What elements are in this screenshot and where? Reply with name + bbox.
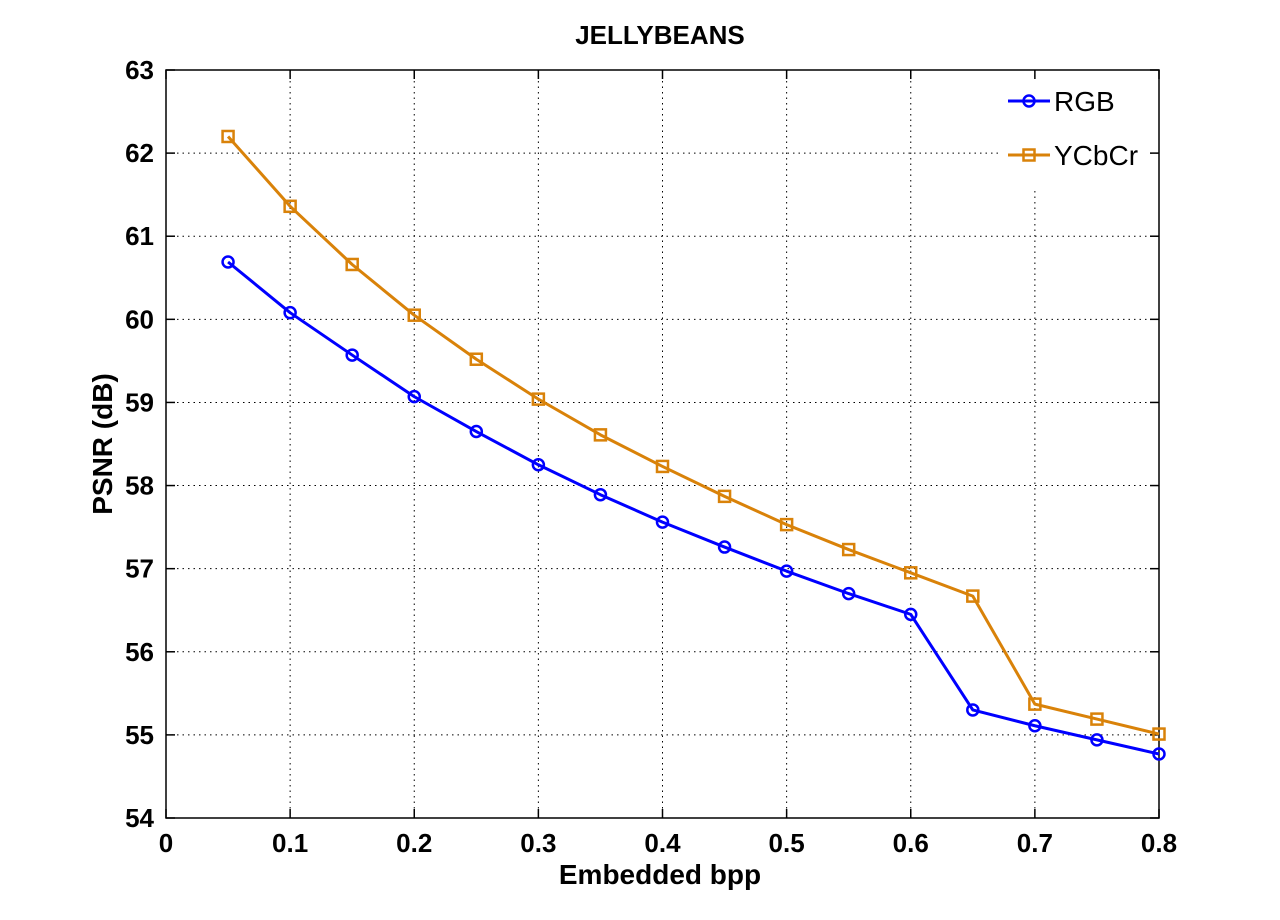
legend-marker-rgb	[1022, 94, 1036, 108]
y-tick-label: 62	[125, 138, 154, 168]
x-tick-label: 0.3	[520, 828, 556, 858]
data-point-ycbcr	[469, 352, 484, 366]
data-point-ycbcr	[841, 542, 856, 557]
y-tick-label: 59	[125, 387, 154, 417]
data-point-ycbcr	[1152, 727, 1166, 741]
series-layer	[221, 129, 1166, 761]
x-tick-label: 0.5	[769, 828, 805, 858]
y-tick-label: 54	[125, 803, 154, 833]
x-axis-title: Embedded bpp	[559, 859, 761, 890]
x-tick-label: 0.2	[396, 828, 432, 858]
data-point-rgb	[469, 424, 484, 439]
y-tick-label: 56	[125, 637, 154, 667]
data-point-rgb	[345, 348, 359, 362]
y-tick-label: 63	[125, 55, 154, 85]
data-point-rgb	[283, 305, 297, 320]
y-tick-label: 55	[125, 720, 154, 750]
data-point-rgb	[655, 515, 670, 529]
data-point-ycbcr	[904, 566, 918, 580]
data-point-ycbcr	[345, 257, 359, 272]
legend-label-rgb: RGB	[1054, 86, 1115, 117]
x-tick-label: 0.6	[893, 828, 929, 858]
axis-ticks: 0 0.1 0.2 0.3 0.4 0.5 0.6 0.7 0.8 54 55 56 57 58 59 60 6…	[125, 55, 1177, 858]
data-point-rgb	[1152, 747, 1166, 761]
data-point-rgb	[841, 586, 856, 601]
series-line-rgb	[227, 260, 1160, 756]
series-rgb	[221, 255, 1166, 761]
data-point-rgb	[779, 564, 794, 578]
grid-lines	[166, 70, 1159, 818]
data-point-rgb	[531, 458, 546, 472]
data-point-ycbcr	[655, 459, 670, 474]
legend-label-ycbcr: YCbCr	[1054, 140, 1138, 171]
legend-entry-rgb: RGB	[1008, 86, 1115, 117]
data-point-rgb	[966, 703, 980, 717]
data-point-ycbcr	[717, 489, 732, 504]
data-point-rgb	[593, 487, 608, 502]
y-tick-label: 60	[125, 304, 154, 334]
x-tick-label: 0.8	[1141, 828, 1177, 858]
data-point-rgb	[407, 389, 421, 404]
data-point-ycbcr	[1090, 712, 1104, 726]
x-tick-label: 0.1	[272, 828, 308, 858]
data-point-ycbcr	[966, 589, 980, 603]
data-point-rgb	[221, 255, 235, 269]
data-point-ycbcr	[283, 199, 297, 214]
y-tick-label: 61	[125, 221, 154, 251]
data-point-ycbcr	[221, 129, 235, 144]
x-tick-label: 0.7	[1017, 828, 1053, 858]
data-point-rgb	[1028, 718, 1042, 733]
legend-marker-ycbcr	[1022, 148, 1036, 162]
legend: RGB YCbCr	[1000, 80, 1150, 190]
data-point-rgb	[904, 607, 918, 622]
data-point-rgb	[1090, 733, 1104, 747]
legend-entry-ycbcr: YCbCr	[1008, 140, 1138, 171]
data-point-ycbcr	[593, 428, 608, 442]
series-line-ycbcr	[226, 135, 1160, 736]
y-tick-label: 58	[125, 471, 154, 501]
y-tick-label: 57	[125, 554, 154, 584]
data-point-ycbcr	[1028, 697, 1042, 711]
data-point-ycbcr	[779, 517, 794, 532]
x-tick-label: 0.4	[644, 828, 681, 858]
data-point-rgb	[717, 540, 732, 554]
chart-title: JELLYBEANS	[575, 20, 745, 50]
data-point-ycbcr	[407, 308, 421, 322]
x-tick-label: 0	[159, 828, 173, 858]
series-ycbcr	[221, 129, 1166, 741]
y-axis-title: PSNR (dB)	[87, 373, 118, 515]
data-point-ycbcr	[531, 392, 546, 406]
